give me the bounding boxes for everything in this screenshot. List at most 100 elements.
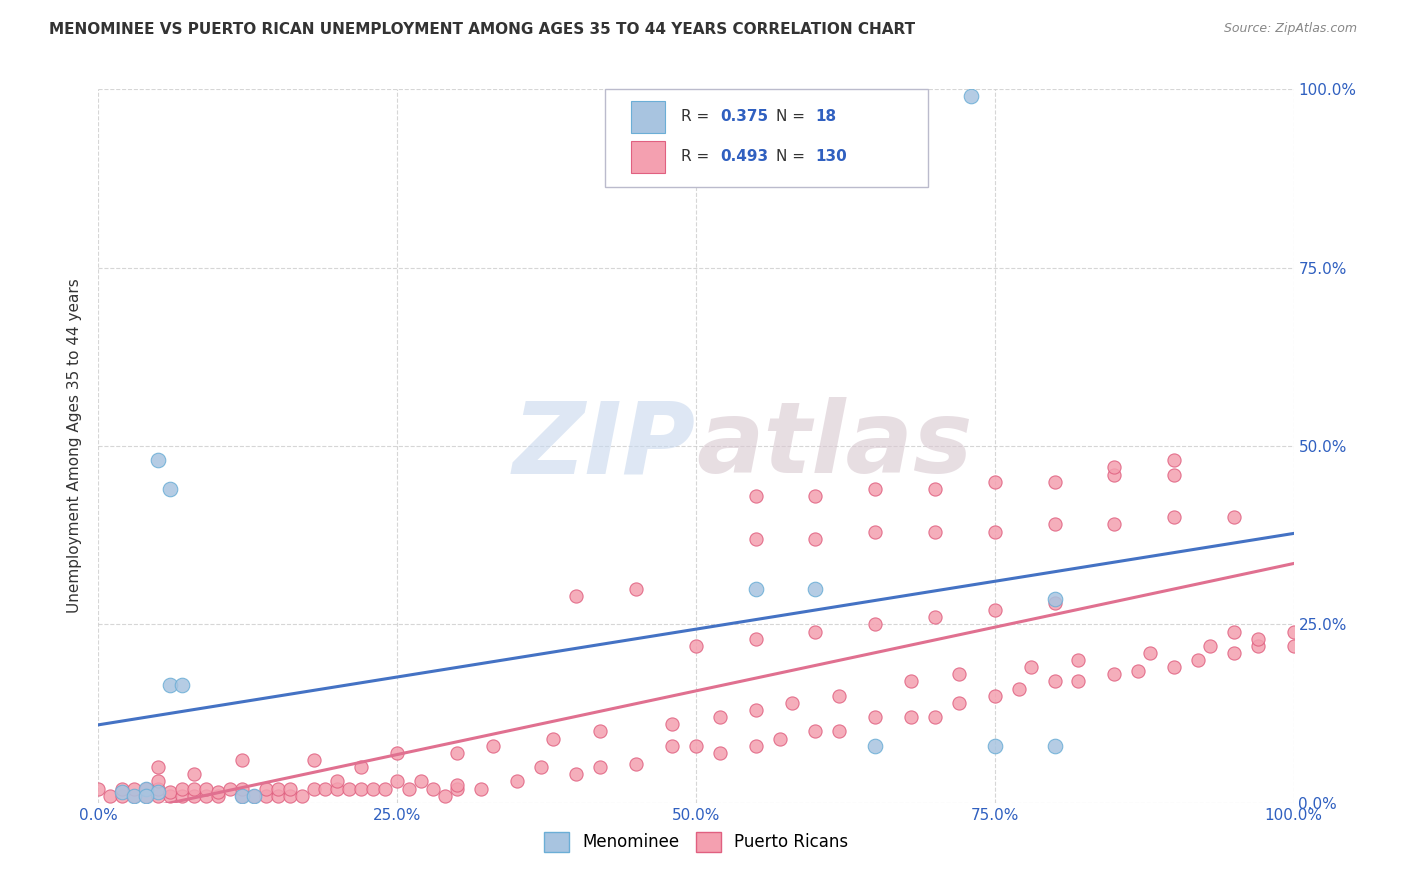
Point [339, 781, 361, 796]
Point [159, 678, 181, 692]
Point [1067, 653, 1090, 667]
Point [374, 781, 396, 796]
Point [302, 781, 325, 796]
Point [422, 781, 444, 796]
Point [1163, 660, 1185, 674]
Point [626, 756, 648, 771]
Point [231, 781, 253, 796]
Point [183, 767, 205, 781]
Point [506, 774, 529, 789]
Point [267, 789, 290, 803]
Point [302, 753, 325, 767]
Text: N =: N = [776, 110, 810, 124]
Text: 0.493: 0.493 [720, 150, 768, 164]
Point [1104, 460, 1126, 475]
Point [865, 710, 887, 724]
Point [1043, 592, 1066, 607]
Point [745, 739, 768, 753]
Point [745, 632, 768, 646]
Point [111, 785, 134, 799]
Point [745, 532, 768, 546]
Point [1128, 664, 1150, 678]
Point [1187, 653, 1209, 667]
Point [1223, 646, 1246, 660]
Point [243, 789, 266, 803]
Text: Source: ZipAtlas.com: Source: ZipAtlas.com [1223, 22, 1357, 36]
Point [207, 789, 229, 803]
Point [481, 739, 505, 753]
Point [111, 781, 134, 796]
Point [1043, 674, 1066, 689]
Point [924, 524, 946, 539]
Point [350, 760, 373, 774]
Point [135, 789, 157, 803]
Point [385, 746, 409, 760]
Text: R =: R = [681, 150, 714, 164]
Point [1104, 517, 1126, 532]
Text: atlas: atlas [696, 398, 973, 494]
Point [804, 724, 827, 739]
Point [124, 781, 146, 796]
Point [148, 760, 170, 774]
Point [1019, 660, 1042, 674]
Point [865, 739, 887, 753]
Point [924, 610, 946, 624]
Point [865, 524, 887, 539]
Point [709, 746, 731, 760]
Point [589, 724, 612, 739]
Point [135, 781, 157, 796]
Point [1223, 624, 1246, 639]
Point [446, 746, 468, 760]
Y-axis label: Unemployment Among Ages 35 to 44 years: Unemployment Among Ages 35 to 44 years [67, 278, 83, 614]
Point [98, 789, 122, 803]
Point [745, 703, 768, 717]
Point [124, 789, 146, 803]
Point [231, 753, 253, 767]
Text: 130: 130 [815, 150, 848, 164]
Point [541, 731, 564, 746]
Point [745, 582, 768, 596]
Point [1043, 475, 1066, 489]
Point [291, 789, 314, 803]
Legend: Menominee, Puerto Ricans: Menominee, Puerto Ricans [537, 825, 855, 859]
Point [172, 789, 194, 803]
Point [1282, 639, 1305, 653]
Point [385, 774, 409, 789]
Point [135, 789, 157, 803]
Point [183, 789, 205, 803]
Point [207, 785, 229, 799]
Point [434, 789, 457, 803]
Point [278, 781, 301, 796]
Point [219, 781, 242, 796]
Point [661, 739, 683, 753]
Point [1139, 646, 1161, 660]
Point [135, 781, 157, 796]
Point [865, 617, 887, 632]
Point [148, 774, 170, 789]
Point [804, 532, 827, 546]
Point [183, 781, 205, 796]
Point [1163, 453, 1185, 467]
Point [254, 781, 277, 796]
Point [1043, 517, 1066, 532]
Point [254, 789, 277, 803]
Point [1043, 739, 1066, 753]
Point [828, 724, 851, 739]
Point [745, 489, 768, 503]
Point [267, 781, 290, 796]
Point [1247, 632, 1270, 646]
Point [948, 696, 970, 710]
Point [159, 785, 181, 799]
Point [195, 789, 218, 803]
Point [350, 781, 373, 796]
Point [984, 603, 1007, 617]
Point [159, 482, 181, 496]
Point [446, 778, 468, 792]
Point [326, 781, 349, 796]
Point [900, 674, 922, 689]
Point [446, 781, 468, 796]
Point [148, 785, 170, 799]
Point [565, 589, 588, 603]
Point [530, 760, 553, 774]
Point [984, 475, 1007, 489]
